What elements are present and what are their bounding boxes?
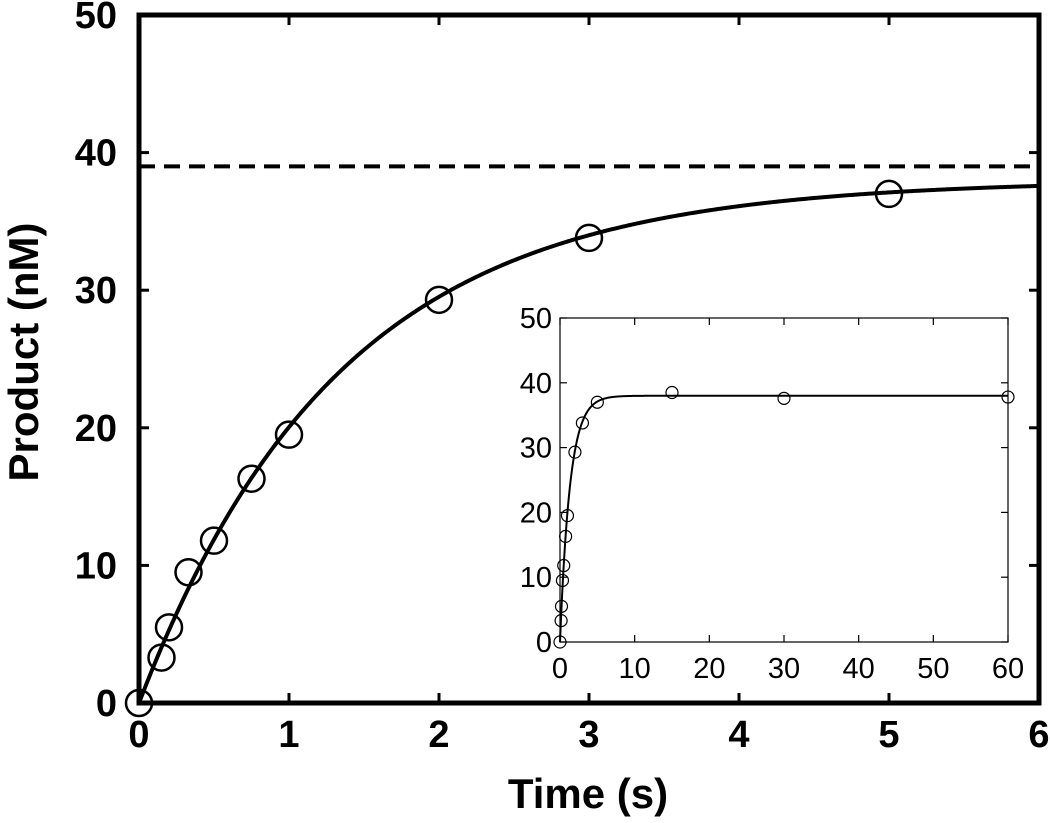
- main-fit-curve: [137, 183, 1040, 704]
- inset-plot-frame: [559, 317, 1009, 643]
- main-y-tick-label: 0: [96, 683, 117, 725]
- main-data-point: [237, 464, 266, 493]
- x-axis-title: Time (s): [508, 770, 668, 817]
- main-data-point: [424, 285, 454, 315]
- inset-x-tick-label: 0: [552, 653, 568, 685]
- inset-y-tick-label: 50: [520, 303, 552, 335]
- main-data-point: [199, 526, 229, 555]
- main-y-tick-label: 50: [75, 0, 117, 37]
- main-x-tick-label: 0: [128, 714, 149, 756]
- inset-data-point: [575, 416, 590, 430]
- main-y-tick-label: 40: [75, 133, 117, 175]
- main-y-tick-label: 20: [75, 408, 117, 450]
- inset-y-tick-label: 0: [536, 627, 552, 659]
- inset-x-tick-label: 50: [917, 653, 949, 685]
- inset-y-tick-label: 40: [520, 368, 552, 400]
- main-data-point: [124, 688, 154, 718]
- main-x-tick-label: 6: [1028, 714, 1049, 756]
- main-x-tick-label: 2: [428, 714, 449, 756]
- inset-x-tick-label: 10: [619, 653, 651, 685]
- main-data-point: [274, 420, 304, 449]
- main-x-tick-label: 1: [278, 714, 299, 756]
- main-data-point: [154, 613, 184, 642]
- inset-x-tick-label: 20: [693, 653, 725, 685]
- inset-data-point: [665, 385, 679, 400]
- inset-y-tick-label: 30: [520, 433, 552, 465]
- inset-data-point: [1001, 390, 1015, 404]
- inset-data-point: [777, 391, 791, 405]
- main-x-tick-label: 5: [878, 714, 899, 756]
- inset-y-tick-label: 20: [520, 497, 552, 529]
- main-x-tick-label: 4: [728, 714, 749, 756]
- inset-x-tick-label: 30: [768, 653, 800, 685]
- inset-fit-curve: [559, 394, 1009, 643]
- inset-x-tick-label: 60: [992, 653, 1024, 685]
- inset-data-point: [590, 395, 604, 409]
- inset-x-tick-label: 40: [843, 653, 875, 685]
- inset-plot: 0 10 20 30 40 50 60 0 10 20 30 40 50: [520, 303, 1024, 685]
- main-y-tick-label: 10: [75, 545, 117, 587]
- main-y-tick-label: 30: [75, 270, 117, 312]
- main-x-tick-label: 3: [578, 714, 599, 756]
- y-axis-title: Product (nM): [0, 223, 47, 482]
- inset-y-tick-label: 10: [520, 562, 552, 594]
